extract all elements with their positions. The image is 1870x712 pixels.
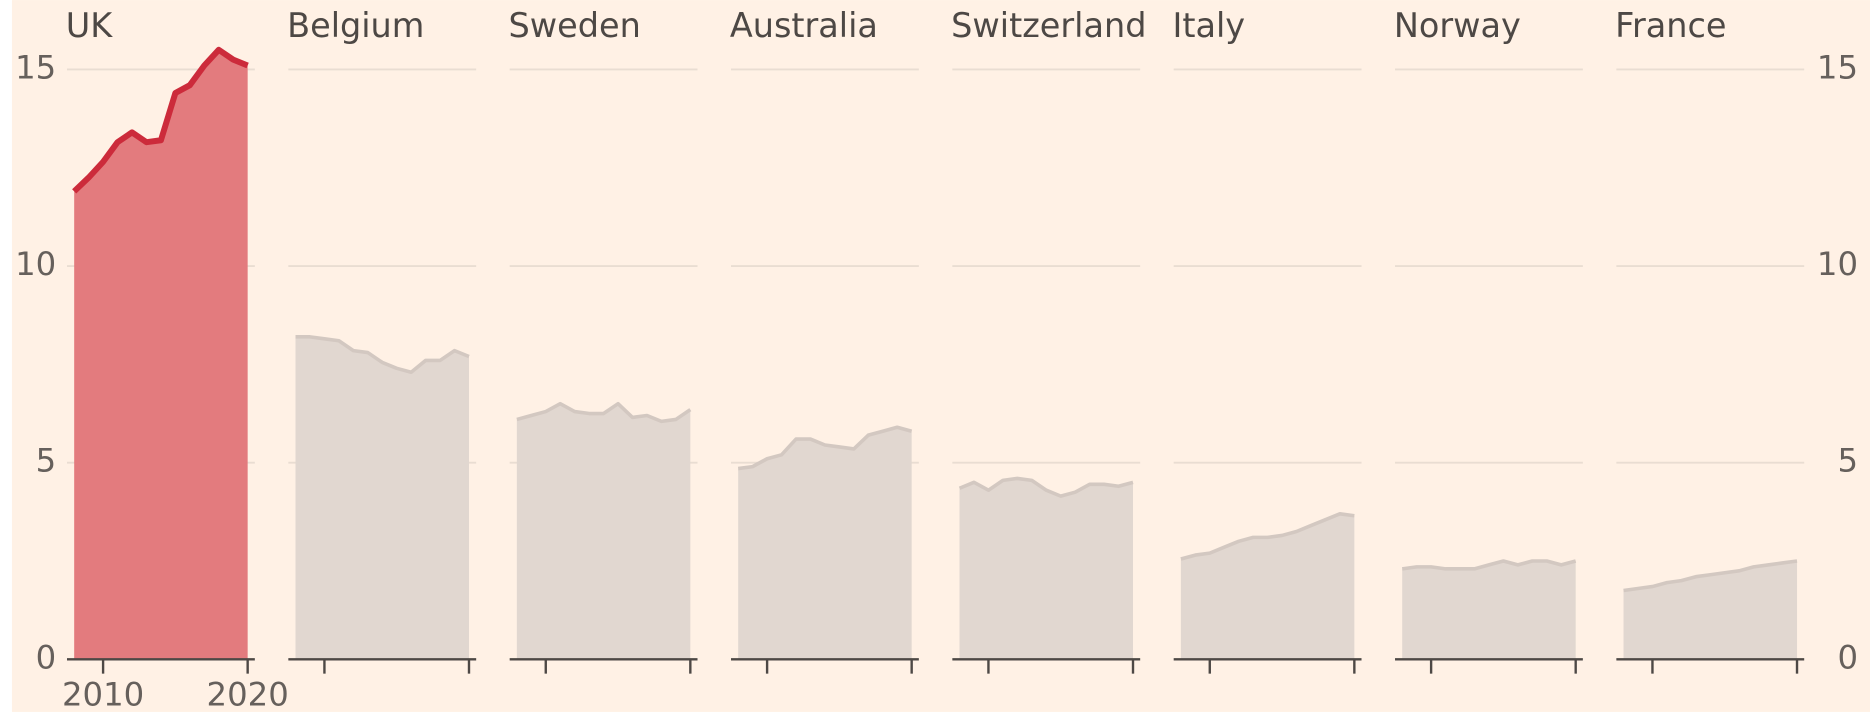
y-tick-label-right: 5 xyxy=(1837,442,1858,480)
background xyxy=(11,0,1870,712)
y-tick-label-right: 15 xyxy=(1817,48,1858,86)
x-tick-label: 2020 xyxy=(207,675,289,712)
line xyxy=(958,476,1134,498)
panel-title: Sweden xyxy=(508,6,640,45)
area xyxy=(1402,560,1576,660)
area xyxy=(74,49,248,660)
panel-title: UK xyxy=(66,6,114,45)
area xyxy=(738,427,912,660)
line xyxy=(1180,512,1355,561)
line xyxy=(516,401,692,424)
x-tick-label: 2010 xyxy=(62,675,144,712)
area xyxy=(295,336,469,660)
panel-title: Switzerland xyxy=(951,6,1146,45)
area xyxy=(516,403,691,660)
panel-title: Belgium xyxy=(287,6,424,45)
area xyxy=(959,478,1134,660)
panel-title: Norway xyxy=(1394,6,1521,45)
line xyxy=(1401,559,1577,571)
area xyxy=(1180,513,1355,660)
y-tick-label-right: 10 xyxy=(1817,245,1858,283)
y-tick-label: 15 xyxy=(15,48,56,86)
panel-title: Australia xyxy=(730,6,878,45)
y-tick-label-right: 0 xyxy=(1837,638,1858,676)
line xyxy=(1623,559,1798,593)
y-tick-label: 5 xyxy=(36,442,57,480)
panel-title: France xyxy=(1615,6,1726,45)
area xyxy=(1623,560,1798,660)
line xyxy=(737,425,913,471)
line xyxy=(72,46,249,194)
panel-title: Italy xyxy=(1172,6,1245,45)
line xyxy=(295,335,470,375)
y-tick-label: 0 xyxy=(36,638,57,676)
y-tick-label: 10 xyxy=(15,245,56,283)
